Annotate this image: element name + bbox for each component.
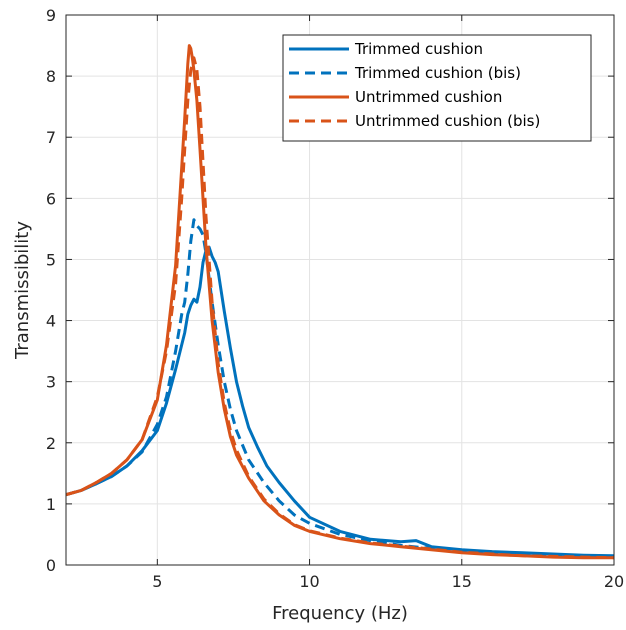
y-tick-label: 6 xyxy=(46,189,56,208)
y-axis-label: Transmissibility xyxy=(12,221,33,360)
legend-items: Trimmed cushion Trimmed cushion (bis) Untr… xyxy=(289,40,540,130)
tick-layer: 5 10 15 20 0 1 2 3 4 5 6 7 8 9 xyxy=(46,6,624,591)
legend-label-1: Trimmed cushion xyxy=(354,40,483,58)
x-tick-label: 10 xyxy=(299,572,319,591)
x-axis-label: Frequency (Hz) xyxy=(272,603,408,624)
legend-box xyxy=(282,34,592,142)
legend-label-2: Trimmed cushion (bis) xyxy=(354,64,521,82)
y-tick-label: 0 xyxy=(46,556,56,575)
x-tick-label: 15 xyxy=(452,572,472,591)
y-tick-label: 2 xyxy=(46,434,56,453)
series-line-4 xyxy=(65,56,615,560)
x-tick-label: 5 xyxy=(152,572,162,591)
y-tick-label: 1 xyxy=(46,495,56,514)
y-tick-label: 3 xyxy=(46,373,56,392)
plot-frame xyxy=(65,14,615,566)
x-tick-label: 20 xyxy=(604,572,624,591)
y-tick-label: 7 xyxy=(46,128,56,147)
legend: Trimmed cushion Trimmed cushion (bis) Untr… xyxy=(282,34,592,142)
y-tick-label: 8 xyxy=(46,67,56,86)
series-layer xyxy=(65,44,615,560)
y-tick-label: 4 xyxy=(46,312,56,331)
legend-label-4: Untrimmed cushion (bis) xyxy=(355,112,540,130)
legend-label-3: Untrimmed cushion xyxy=(355,88,502,106)
y-tick-label: 9 xyxy=(46,6,56,25)
y-tick-label: 5 xyxy=(46,250,56,269)
series-line-1 xyxy=(65,245,615,558)
